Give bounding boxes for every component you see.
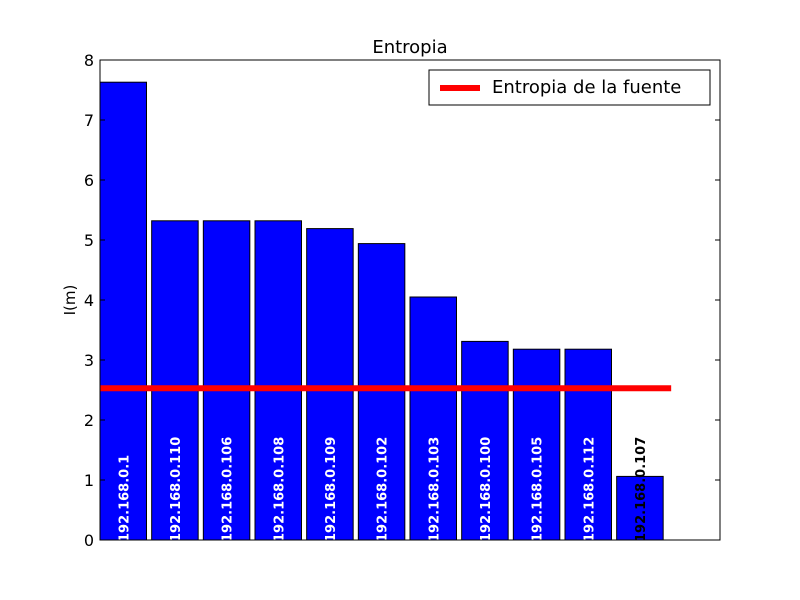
y-tick-label: 2 (84, 411, 94, 430)
y-tick-label: 6 (84, 171, 94, 190)
y-tick-label: 4 (84, 291, 94, 310)
ticks-layer: 0 1 2 3 4 5 6 7 8 (84, 51, 720, 550)
bar-label: 192.168.0.112 (582, 437, 597, 542)
bar (99, 81, 147, 541)
bar (461, 340, 509, 541)
y-tick-label: 8 (84, 51, 94, 70)
bar-label: 192.168.0.103 (427, 437, 442, 542)
bar-label: 192.168.0.108 (272, 437, 287, 542)
bar-label: 192.168.0.100 (479, 437, 494, 542)
y-tick-label: 5 (84, 231, 94, 250)
bar-labels-layer: 192.168.0.1 192.168.0.110 192.168.0.106 192… (117, 437, 649, 542)
bar-label: 192.168.0.110 (169, 437, 184, 542)
y-tick-label: 3 (84, 351, 94, 370)
bar-label: 192.168.0.107 (634, 437, 649, 542)
bar (306, 228, 354, 541)
bar-label: 192.168.0.105 (531, 437, 546, 542)
bar-label: 192.168.0.1 (117, 455, 132, 542)
bar (357, 243, 406, 541)
bar-label: 192.168.0.102 (376, 437, 391, 542)
bar-label: 192.168.0.106 (221, 437, 236, 542)
bar (151, 220, 199, 541)
bar (564, 348, 612, 541)
bar-label: 192.168.0.109 (324, 437, 339, 542)
y-axis-label: I(m) (61, 285, 79, 316)
legend: Entropia de la fuente (428, 69, 711, 106)
chart-title: Entropia (372, 37, 447, 58)
y-tick-label: 0 (84, 531, 94, 550)
y-tick-label: 7 (84, 111, 94, 130)
bars-layer (99, 81, 664, 541)
bar (254, 220, 302, 541)
y-tick-label: 1 (84, 471, 94, 490)
bar (616, 475, 664, 541)
bar (202, 220, 251, 541)
legend-label: Entropia de la fuente (492, 77, 681, 98)
